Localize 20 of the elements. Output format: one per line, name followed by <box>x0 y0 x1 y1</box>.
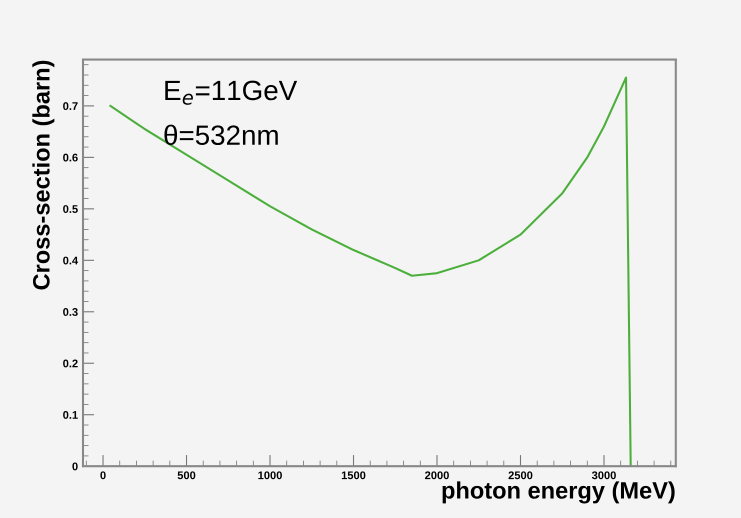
y-tick-label: 0.5 <box>63 205 78 213</box>
x-tick-label: 2000 <box>425 471 449 480</box>
y-tick-label: 0.7 <box>63 102 78 110</box>
x-tick-label: 1000 <box>258 471 282 480</box>
x-tick-label: 3000 <box>592 471 616 480</box>
annotation: θ=532nm <box>164 124 278 146</box>
x-tick-label: 500 <box>178 471 196 480</box>
y-tick-label: 0.6 <box>63 154 78 162</box>
y-tick-label: 0.2 <box>63 360 78 368</box>
y-axis-title: Cross-section (barn) <box>32 60 54 290</box>
y-tick-label: 0.4 <box>63 256 78 264</box>
x-tick-label: 0 <box>100 471 106 480</box>
annotation: E$_{e}$=11GeV <box>165 80 298 105</box>
x-tick-label: 1500 <box>342 471 366 480</box>
x-tick-label: 2500 <box>508 471 532 480</box>
y-tick-label: 0.1 <box>63 410 78 419</box>
y-tick-label: 0 <box>72 462 78 470</box>
line-series <box>109 76 632 466</box>
x-axis-title: photon energy (MeV) <box>442 481 675 504</box>
y-tick-label: 0.3 <box>63 308 78 316</box>
